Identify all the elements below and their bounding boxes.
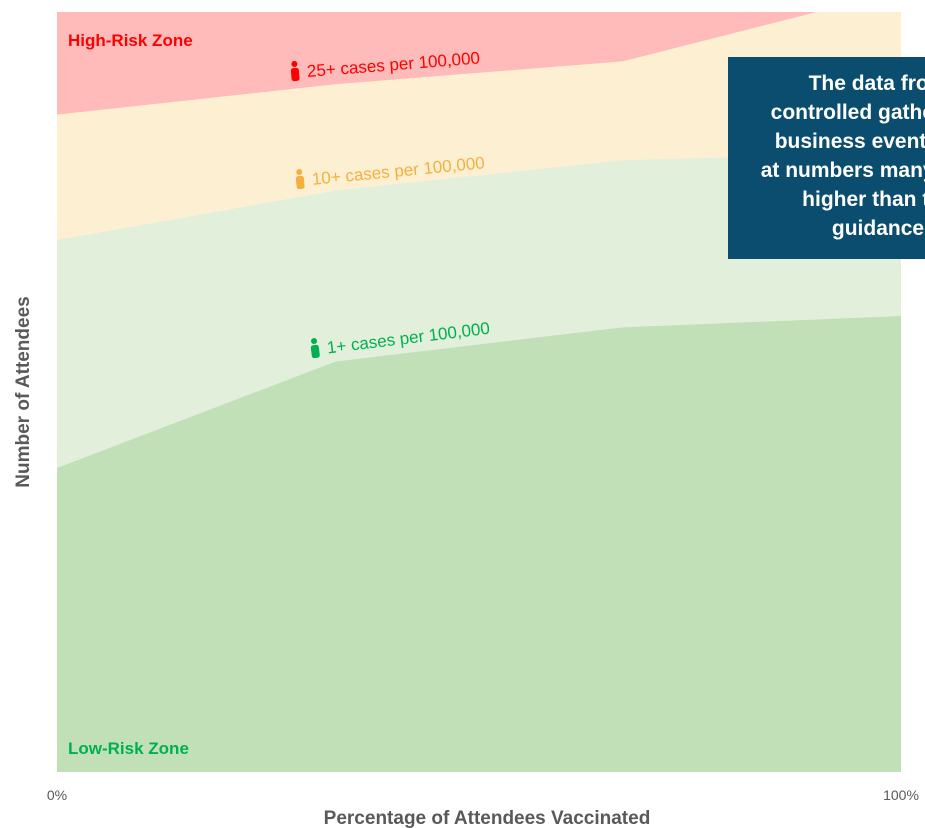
low-risk-zone-label: Low-Risk Zone <box>68 739 189 758</box>
y-axis-title: Number of Attendees <box>13 296 34 487</box>
person-icon <box>290 61 300 82</box>
x-axis-title: Percentage of Attendees Vaccinated <box>324 808 651 828</box>
x-tick-label-0: 0% <box>47 787 67 803</box>
risk-bands <box>57 12 901 773</box>
x-tick-label-100: 100% <box>883 787 919 803</box>
person-icon <box>310 338 320 359</box>
callout-text: The data from controlled gatherings busi… <box>760 72 925 240</box>
band-area-0 <box>57 316 901 772</box>
high-risk-zone-label: High-Risk Zone <box>68 31 193 50</box>
callout-box: The data from controlled gatherings busi… <box>728 57 925 259</box>
person-icon <box>295 169 305 190</box>
